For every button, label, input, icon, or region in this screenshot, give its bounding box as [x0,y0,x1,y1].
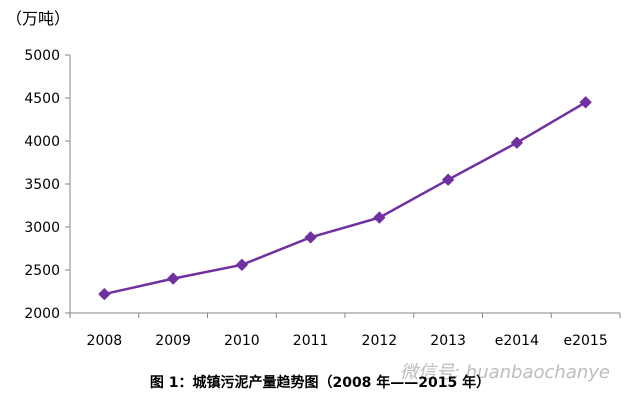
tick-labels: 2000 2500 3000 3500 4000 4500 5000 2008 2009 2010… [24,48,607,349]
x-tick-label: 2013 [430,333,466,349]
y-tick-label: 4500 [24,91,60,107]
x-tick-label: 2008 [87,333,123,349]
y-tick-label: 5000 [24,48,60,64]
data-point-marker [373,211,386,224]
data-point-marker [235,258,249,272]
y-tick-label: 3500 [24,177,60,193]
figure-caption: 图 1：城镇污泥产量趋势图（2008 年——2015 年） [150,374,490,391]
data-point-marker [579,96,592,109]
y-tick-label: 2000 [24,306,60,322]
watermark-text: 微信号: huanbaochanye [400,362,610,383]
series-group [98,96,592,301]
x-tick-label: 2010 [224,333,260,349]
x-tick-label: 2009 [155,333,191,349]
data-point-marker [441,173,455,186]
data-point-marker [98,287,111,301]
x-tick-label: e2015 [564,333,608,349]
data-point-marker [166,272,180,285]
data-point-marker [304,231,317,244]
y-unit-label: （万吨） [6,9,70,28]
y-tick-label: 2500 [24,263,60,279]
x-tick-label: 2011 [293,333,329,349]
x-tick-label: 2012 [362,333,398,349]
data-point-marker [510,136,524,149]
x-tick-label: e2014 [495,333,539,349]
y-tick-label: 4000 [24,134,60,150]
chart-axes [65,54,621,318]
series-line [104,101,587,296]
y-tick-label: 3000 [24,220,60,236]
